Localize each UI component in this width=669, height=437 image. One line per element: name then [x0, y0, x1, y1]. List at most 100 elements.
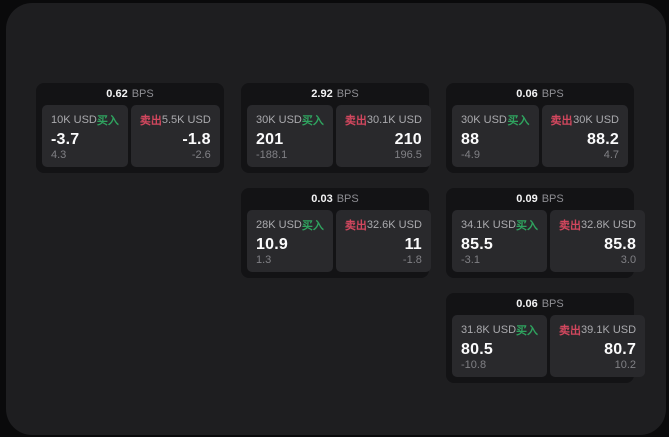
bps-value: 0.03 — [311, 193, 333, 205]
bps-value: 0.06 — [516, 298, 538, 310]
buy-panel-top: 28K USD 买入 — [256, 217, 324, 233]
sell-label: 卖出 — [344, 115, 367, 127]
buy-panel[interactable]: 31.8K USD 买入 80.5 -10.8 — [452, 315, 548, 377]
bps-value: 0.62 — [106, 88, 128, 100]
sell-price: 210 — [394, 131, 422, 148]
sell-sub-value: -2.6 — [191, 149, 211, 161]
sell-panel-top: 卖出 32.6K USD — [345, 217, 422, 233]
buy-amount: 34.1K USD — [461, 219, 517, 231]
bps-unit: BPS — [541, 298, 564, 310]
sell-sub-value: 196.5 — [394, 149, 422, 161]
sell-panel-top: 卖出 30K USD — [551, 112, 620, 128]
card-header: 2.92 BPS — [247, 83, 423, 105]
panels: 30K USD 买入 88 -4.9 卖出 30K USD 88.2 4.7 — [452, 105, 628, 167]
sell-sub-value: -1.8 — [402, 254, 422, 266]
panels: 31.8K USD 买入 80.5 -10.8 卖出 39.1K USD 80.… — [452, 315, 646, 377]
sell-amount: 32.6K USD — [366, 219, 422, 231]
bps-unit: BPS — [541, 88, 564, 100]
app-window: 0.62 BPS 10K USD 买入 -3.7 4.3 卖出 5.5K USD — [6, 3, 666, 435]
buy-label: 买入 — [301, 115, 324, 127]
buy-label: 买入 — [516, 325, 539, 337]
sell-label: 卖出 — [550, 115, 573, 127]
buy-amount: 30K USD — [256, 114, 302, 126]
buy-panel-top: 10K USD 买入 — [51, 112, 119, 128]
sell-label: 卖出 — [559, 220, 582, 232]
buy-panel-top: 30K USD 买入 — [256, 112, 324, 128]
buy-sub-value: 4.3 — [51, 149, 67, 161]
sell-price: -1.8 — [182, 131, 211, 148]
quote-card: 2.92 BPS 30K USD 买入 201 -188.1 卖出 30.1K … — [241, 83, 431, 173]
buy-price: 88 — [461, 131, 480, 148]
quote-card: 0.06 BPS 31.8K USD 买入 80.5 -10.8 卖出 39.1… — [446, 293, 646, 383]
bps-value: 2.92 — [311, 88, 333, 100]
bps-value: 0.09 — [516, 193, 538, 205]
sell-panel[interactable]: 卖出 30K USD 88.2 4.7 — [541, 105, 628, 167]
sell-panel[interactable]: 卖出 32.8K USD 85.8 3.0 — [550, 210, 646, 272]
buy-panel[interactable]: 10K USD 买入 -3.7 4.3 — [42, 105, 128, 167]
buy-panel[interactable]: 30K USD 买入 88 -4.9 — [452, 105, 539, 167]
buy-amount: 28K USD — [256, 219, 302, 231]
sell-label: 卖出 — [139, 115, 162, 127]
sell-panel-top: 卖出 30.1K USD — [345, 112, 422, 128]
buy-price: 10.9 — [256, 236, 288, 253]
buy-amount: 31.8K USD — [461, 324, 517, 336]
buy-price: 201 — [256, 131, 284, 148]
bps-unit: BPS — [336, 193, 359, 205]
sell-panel[interactable]: 卖出 39.1K USD 80.7 10.2 — [550, 315, 646, 377]
card-header: 0.03 BPS — [247, 188, 423, 210]
buy-price: 85.5 — [461, 236, 493, 253]
buy-sub-value: -10.8 — [461, 359, 487, 371]
quote-card: 0.62 BPS 10K USD 买入 -3.7 4.3 卖出 5.5K USD — [36, 83, 224, 173]
sell-panel-top: 卖出 5.5K USD — [140, 112, 211, 128]
buy-panel[interactable]: 30K USD 买入 201 -188.1 — [247, 105, 333, 167]
buy-amount: 30K USD — [461, 114, 507, 126]
bps-value: 0.06 — [516, 88, 538, 100]
panels: 10K USD 买入 -3.7 4.3 卖出 5.5K USD -1.8 -2.… — [42, 105, 220, 167]
buy-sub-value: -3.1 — [461, 254, 480, 266]
sell-panel-top: 卖出 32.8K USD — [559, 217, 636, 233]
sell-price: 11 — [404, 236, 422, 253]
card-header: 0.06 BPS — [452, 83, 628, 105]
panels: 28K USD 买入 10.9 1.3 卖出 32.6K USD 11 -1.8 — [247, 210, 431, 272]
buy-label: 买入 — [516, 220, 539, 232]
card-header: 0.09 BPS — [452, 188, 628, 210]
panels: 30K USD 买入 201 -188.1 卖出 30.1K USD 210 1… — [247, 105, 431, 167]
buy-sub-value: -4.9 — [461, 149, 480, 161]
card-header: 0.62 BPS — [42, 83, 218, 105]
buy-label: 买入 — [96, 115, 119, 127]
card-header: 0.06 BPS — [452, 293, 628, 315]
sell-amount: 32.8K USD — [581, 219, 637, 231]
sell-amount: 39.1K USD — [581, 324, 637, 336]
sell-price: 80.7 — [604, 341, 637, 358]
buy-panel[interactable]: 34.1K USD 买入 85.5 -3.1 — [452, 210, 548, 272]
sell-sub-value: 10.2 — [614, 359, 637, 371]
buy-panel[interactable]: 28K USD 买入 10.9 1.3 — [247, 210, 333, 272]
sell-price: 85.8 — [604, 236, 637, 253]
buy-sub-value: -188.1 — [256, 149, 288, 161]
buy-panel-top: 34.1K USD 买入 — [461, 217, 538, 233]
sell-label: 卖出 — [559, 325, 582, 337]
bps-unit: BPS — [336, 88, 359, 100]
sell-sub-value: 4.7 — [603, 149, 619, 161]
sell-label: 卖出 — [344, 220, 367, 232]
buy-price: 80.5 — [461, 341, 493, 358]
buy-sub-value: 1.3 — [256, 254, 272, 266]
bps-unit: BPS — [541, 193, 564, 205]
quote-card-grid: 0.62 BPS 10K USD 买入 -3.7 4.3 卖出 5.5K USD — [36, 83, 646, 383]
buy-price: -3.7 — [51, 131, 80, 148]
sell-amount: 5.5K USD — [161, 114, 211, 126]
panels: 34.1K USD 买入 85.5 -3.1 卖出 32.8K USD 85.8… — [452, 210, 646, 272]
buy-panel-top: 31.8K USD 买入 — [461, 322, 538, 338]
sell-sub-value: 3.0 — [620, 254, 637, 266]
sell-panel[interactable]: 卖出 30.1K USD 210 196.5 — [335, 105, 431, 167]
quote-card: 0.03 BPS 28K USD 买入 10.9 1.3 卖出 32.6K US… — [241, 188, 431, 278]
sell-amount: 30K USD — [573, 114, 619, 126]
sell-panel[interactable]: 卖出 32.6K USD 11 -1.8 — [335, 210, 431, 272]
buy-panel-top: 30K USD 买入 — [461, 112, 530, 128]
buy-label: 买入 — [507, 115, 530, 127]
buy-amount: 10K USD — [51, 114, 97, 126]
bps-unit: BPS — [131, 88, 154, 100]
sell-price: 88.2 — [587, 131, 619, 148]
quote-card: 0.06 BPS 30K USD 买入 88 -4.9 卖出 30K USD — [446, 83, 634, 173]
sell-panel[interactable]: 卖出 5.5K USD -1.8 -2.6 — [130, 105, 220, 167]
